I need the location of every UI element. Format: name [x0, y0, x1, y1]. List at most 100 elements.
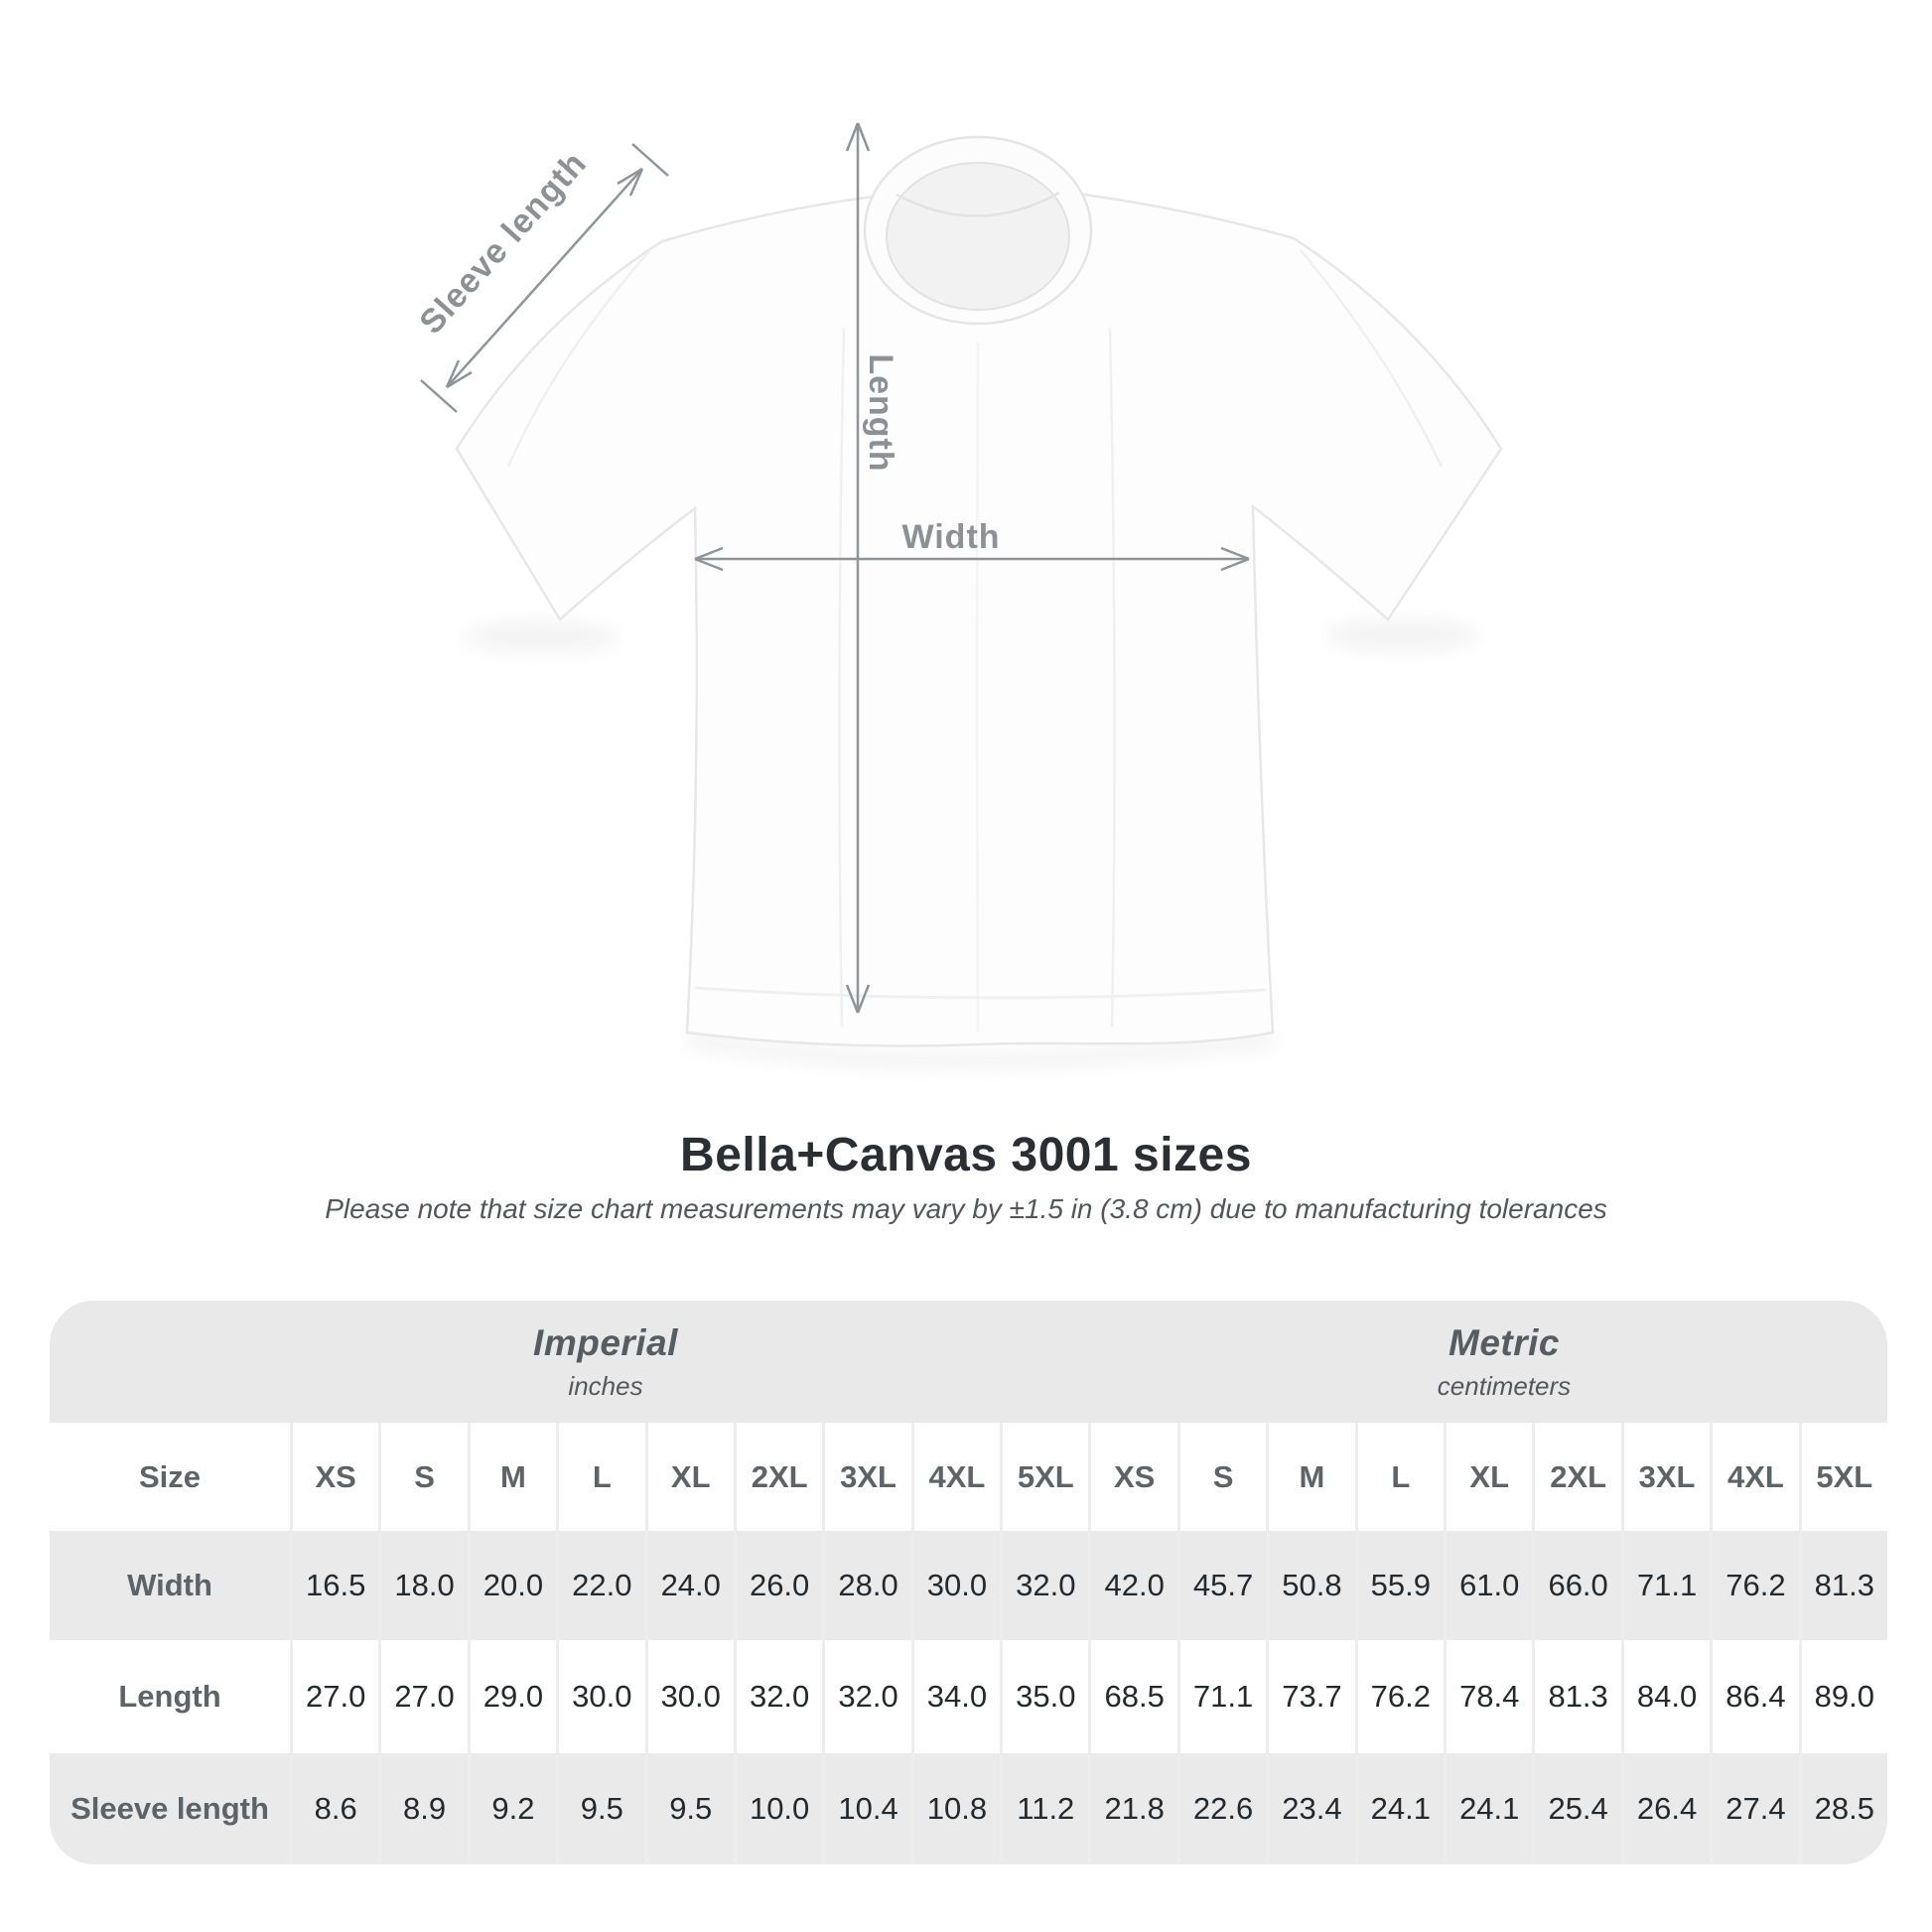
sleeve-imperial-value: 8.6 — [290, 1753, 378, 1864]
sleeve-metric-value: 24.1 — [1354, 1753, 1444, 1864]
imperial-unit-label: inches — [568, 1370, 643, 1401]
length-imperial-value: 32.0 — [822, 1640, 910, 1753]
metric-unit-label: centimeters — [1437, 1370, 1572, 1401]
length-imperial-value: 34.0 — [910, 1640, 1000, 1753]
metric-group-header: Metric centimeters — [1102, 1301, 1906, 1423]
length-metric-value: 81.3 — [1532, 1640, 1620, 1753]
sleeve-imperial-value: 10.0 — [733, 1753, 822, 1864]
sleeve-imperial-value: 9.5 — [644, 1753, 734, 1864]
size-corner-label: Size — [138, 1458, 202, 1494]
row-label-length: Length — [118, 1679, 221, 1714]
sleeve-metric-value: 24.1 — [1444, 1753, 1532, 1864]
width-imperial-value: 32.0 — [1000, 1531, 1088, 1640]
size-col-metric-l: L — [1354, 1423, 1444, 1531]
page-title: Bella+Canvas 3001 sizes — [680, 1129, 1252, 1181]
sleeve-length-arrow-label: Sleeve length — [412, 144, 594, 341]
row-label-sleeve-length: Sleeve length — [70, 1791, 269, 1826]
tshirt-illustration — [455, 135, 1503, 1047]
length-metric-value: 84.0 — [1620, 1640, 1710, 1753]
tshirt-body — [455, 169, 1503, 1047]
size-col-imperial-2xl: 2XL — [733, 1423, 822, 1531]
length-imperial-value: 30.0 — [556, 1640, 644, 1753]
width-imperial-value: 26.0 — [733, 1531, 822, 1640]
width-metric-value: 66.0 — [1532, 1531, 1620, 1640]
sleeve-metric-value: 22.6 — [1176, 1753, 1266, 1864]
sleeve-imperial-value: 9.5 — [556, 1753, 644, 1864]
size-col-imperial-s: S — [378, 1423, 467, 1531]
length-imperial-value: 27.0 — [378, 1640, 467, 1753]
length-metric-value: 71.1 — [1176, 1640, 1266, 1753]
width-imperial-value: 28.0 — [822, 1531, 910, 1640]
fabric-folds — [506, 249, 1444, 1034]
size-col-imperial-4xl: 4XL — [910, 1423, 1000, 1531]
size-table: Imperial inches Metric centimeters Size … — [50, 1301, 1887, 1864]
size-col-imperial-3xl: 3XL — [822, 1423, 910, 1531]
size-col-imperial-m: M — [467, 1423, 556, 1531]
length-imperial-value: 35.0 — [1000, 1640, 1088, 1753]
size-col-imperial-xs: XS — [290, 1423, 378, 1531]
length-arrow-label: Length — [862, 353, 899, 472]
sleeve-metric-value: 25.4 — [1532, 1753, 1620, 1864]
tolerance-note: Please note that size chart measurements… — [325, 1193, 1607, 1224]
size-col-imperial-l: L — [556, 1423, 644, 1531]
width-imperial-value: 16.5 — [290, 1531, 378, 1640]
sleeve-imperial-value: 9.2 — [467, 1753, 556, 1864]
width-arrow-label: Width — [901, 518, 1000, 556]
size-col-metric-2xl: 2XL — [1532, 1423, 1620, 1531]
size-col-metric-5xl: 5XL — [1798, 1423, 1887, 1531]
length-metric-value: 89.0 — [1798, 1640, 1887, 1753]
width-metric-value: 45.7 — [1176, 1531, 1266, 1640]
width-imperial-value: 30.0 — [910, 1531, 1000, 1640]
table-row-width: Width 16.5 18.0 20.0 22.0 24.0 26.0 28.0… — [50, 1531, 1887, 1640]
width-metric-value: 61.0 — [1444, 1531, 1532, 1640]
width-metric-value: 81.3 — [1798, 1531, 1887, 1640]
length-metric-value: 78.4 — [1444, 1640, 1532, 1753]
length-arrow — [845, 122, 871, 1014]
sleeve-metric-value: 23.4 — [1266, 1753, 1354, 1864]
size-col-imperial-xl: XL — [644, 1423, 734, 1531]
sleeve-imperial-value: 8.9 — [378, 1753, 467, 1864]
width-arrow — [694, 546, 1250, 572]
tshirt-diagram-svg: Width Length Sleeve length — [412, 122, 1503, 1068]
width-metric-value: 50.8 — [1266, 1531, 1354, 1640]
width-metric-value: 71.1 — [1620, 1531, 1710, 1640]
length-metric-value: 76.2 — [1354, 1640, 1444, 1753]
table-row-sleeve-length: Sleeve length 8.6 8.9 9.2 9.5 9.5 10.0 1… — [50, 1753, 1887, 1864]
length-imperial-value: 27.0 — [290, 1640, 378, 1753]
length-imperial-value: 32.0 — [733, 1640, 822, 1753]
sleeve-metric-value: 21.8 — [1088, 1753, 1176, 1864]
sleeve-imperial-value: 11.2 — [1000, 1753, 1088, 1864]
size-col-metric-4xl: 4XL — [1710, 1423, 1798, 1531]
sleeve-metric-value: 27.4 — [1710, 1753, 1798, 1864]
size-col-metric-3xl: 3XL — [1620, 1423, 1710, 1531]
imperial-label: Imperial — [533, 1321, 678, 1363]
unit-header-band: Imperial inches Metric centimeters — [50, 1301, 1887, 1423]
size-col-metric-xl: XL — [1444, 1423, 1532, 1531]
length-metric-value: 73.7 — [1266, 1640, 1354, 1753]
sleeve-imperial-value: 10.8 — [910, 1753, 1000, 1864]
width-imperial-value: 22.0 — [556, 1531, 644, 1640]
length-imperial-value: 29.0 — [467, 1640, 556, 1753]
size-col-metric-s: S — [1176, 1423, 1266, 1531]
row-label-width: Width — [127, 1568, 212, 1602]
sleeve-length-arrow — [420, 143, 669, 413]
width-metric-value: 55.9 — [1354, 1531, 1444, 1640]
width-metric-value: 42.0 — [1088, 1531, 1176, 1640]
sleeve-metric-value: 26.4 — [1620, 1753, 1710, 1864]
length-metric-value: 68.5 — [1088, 1640, 1176, 1753]
size-header-row: Size XS S M L XL 2XL 3XL 4XL 5XL XS S M … — [50, 1423, 1887, 1531]
size-col-imperial-5xl: 5XL — [1000, 1423, 1088, 1531]
width-metric-value: 76.2 — [1710, 1531, 1798, 1640]
metric-label: Metric — [1449, 1321, 1560, 1363]
size-col-metric-m: M — [1266, 1423, 1354, 1531]
width-imperial-value: 24.0 — [644, 1531, 734, 1640]
sleeve-imperial-value: 10.4 — [822, 1753, 910, 1864]
table-row-length: Length 27.0 27.0 29.0 30.0 30.0 32.0 32.… — [50, 1640, 1887, 1753]
measurement-arrows — [420, 122, 1250, 1014]
width-imperial-value: 20.0 — [467, 1531, 556, 1640]
shirt-shadow — [464, 620, 1479, 1068]
imperial-group-header: Imperial inches — [159, 1301, 1052, 1423]
tshirt-measurement-diagram: Width Length Sleeve length — [412, 122, 1503, 1068]
width-imperial-value: 18.0 — [378, 1531, 467, 1640]
size-col-metric-xs: XS — [1088, 1423, 1176, 1531]
